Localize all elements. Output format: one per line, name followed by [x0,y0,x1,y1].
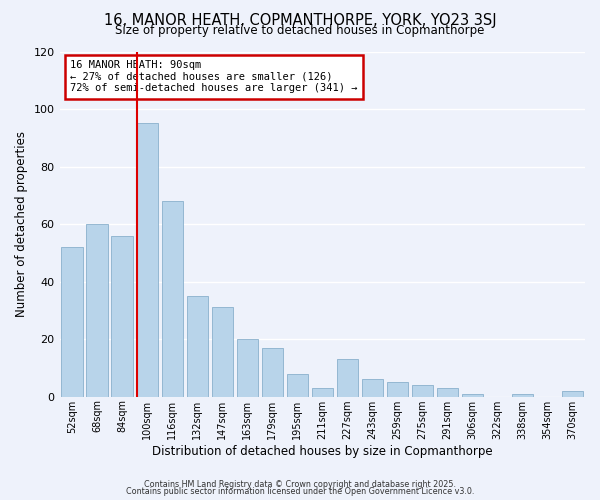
Bar [262,348,283,397]
Text: Size of property relative to detached houses in Copmanthorpe: Size of property relative to detached ho… [115,24,485,37]
Text: Contains public sector information licensed under the Open Government Licence v3: Contains public sector information licen… [126,488,474,496]
Text: 16 MANOR HEATH: 90sqm
← 27% of detached houses are smaller (126)
72% of semi-det: 16 MANOR HEATH: 90sqm ← 27% of detached … [70,60,358,94]
Bar [61,247,83,396]
Y-axis label: Number of detached properties: Number of detached properties [15,131,28,317]
Text: Contains HM Land Registry data © Crown copyright and database right 2025.: Contains HM Land Registry data © Crown c… [144,480,456,489]
Bar [337,360,358,397]
Bar [161,201,183,396]
Bar [187,296,208,396]
Bar [287,374,308,396]
X-axis label: Distribution of detached houses by size in Copmanthorpe: Distribution of detached houses by size … [152,444,493,458]
Bar [512,394,533,396]
Bar [311,388,333,396]
Bar [236,339,258,396]
Bar [212,308,233,396]
Bar [437,388,458,396]
Bar [412,385,433,396]
Bar [387,382,408,396]
Bar [562,391,583,396]
Bar [112,236,133,396]
Bar [136,124,158,396]
Text: 16, MANOR HEATH, COPMANTHORPE, YORK, YO23 3SJ: 16, MANOR HEATH, COPMANTHORPE, YORK, YO2… [104,12,496,28]
Bar [362,380,383,396]
Bar [462,394,483,396]
Bar [86,224,108,396]
